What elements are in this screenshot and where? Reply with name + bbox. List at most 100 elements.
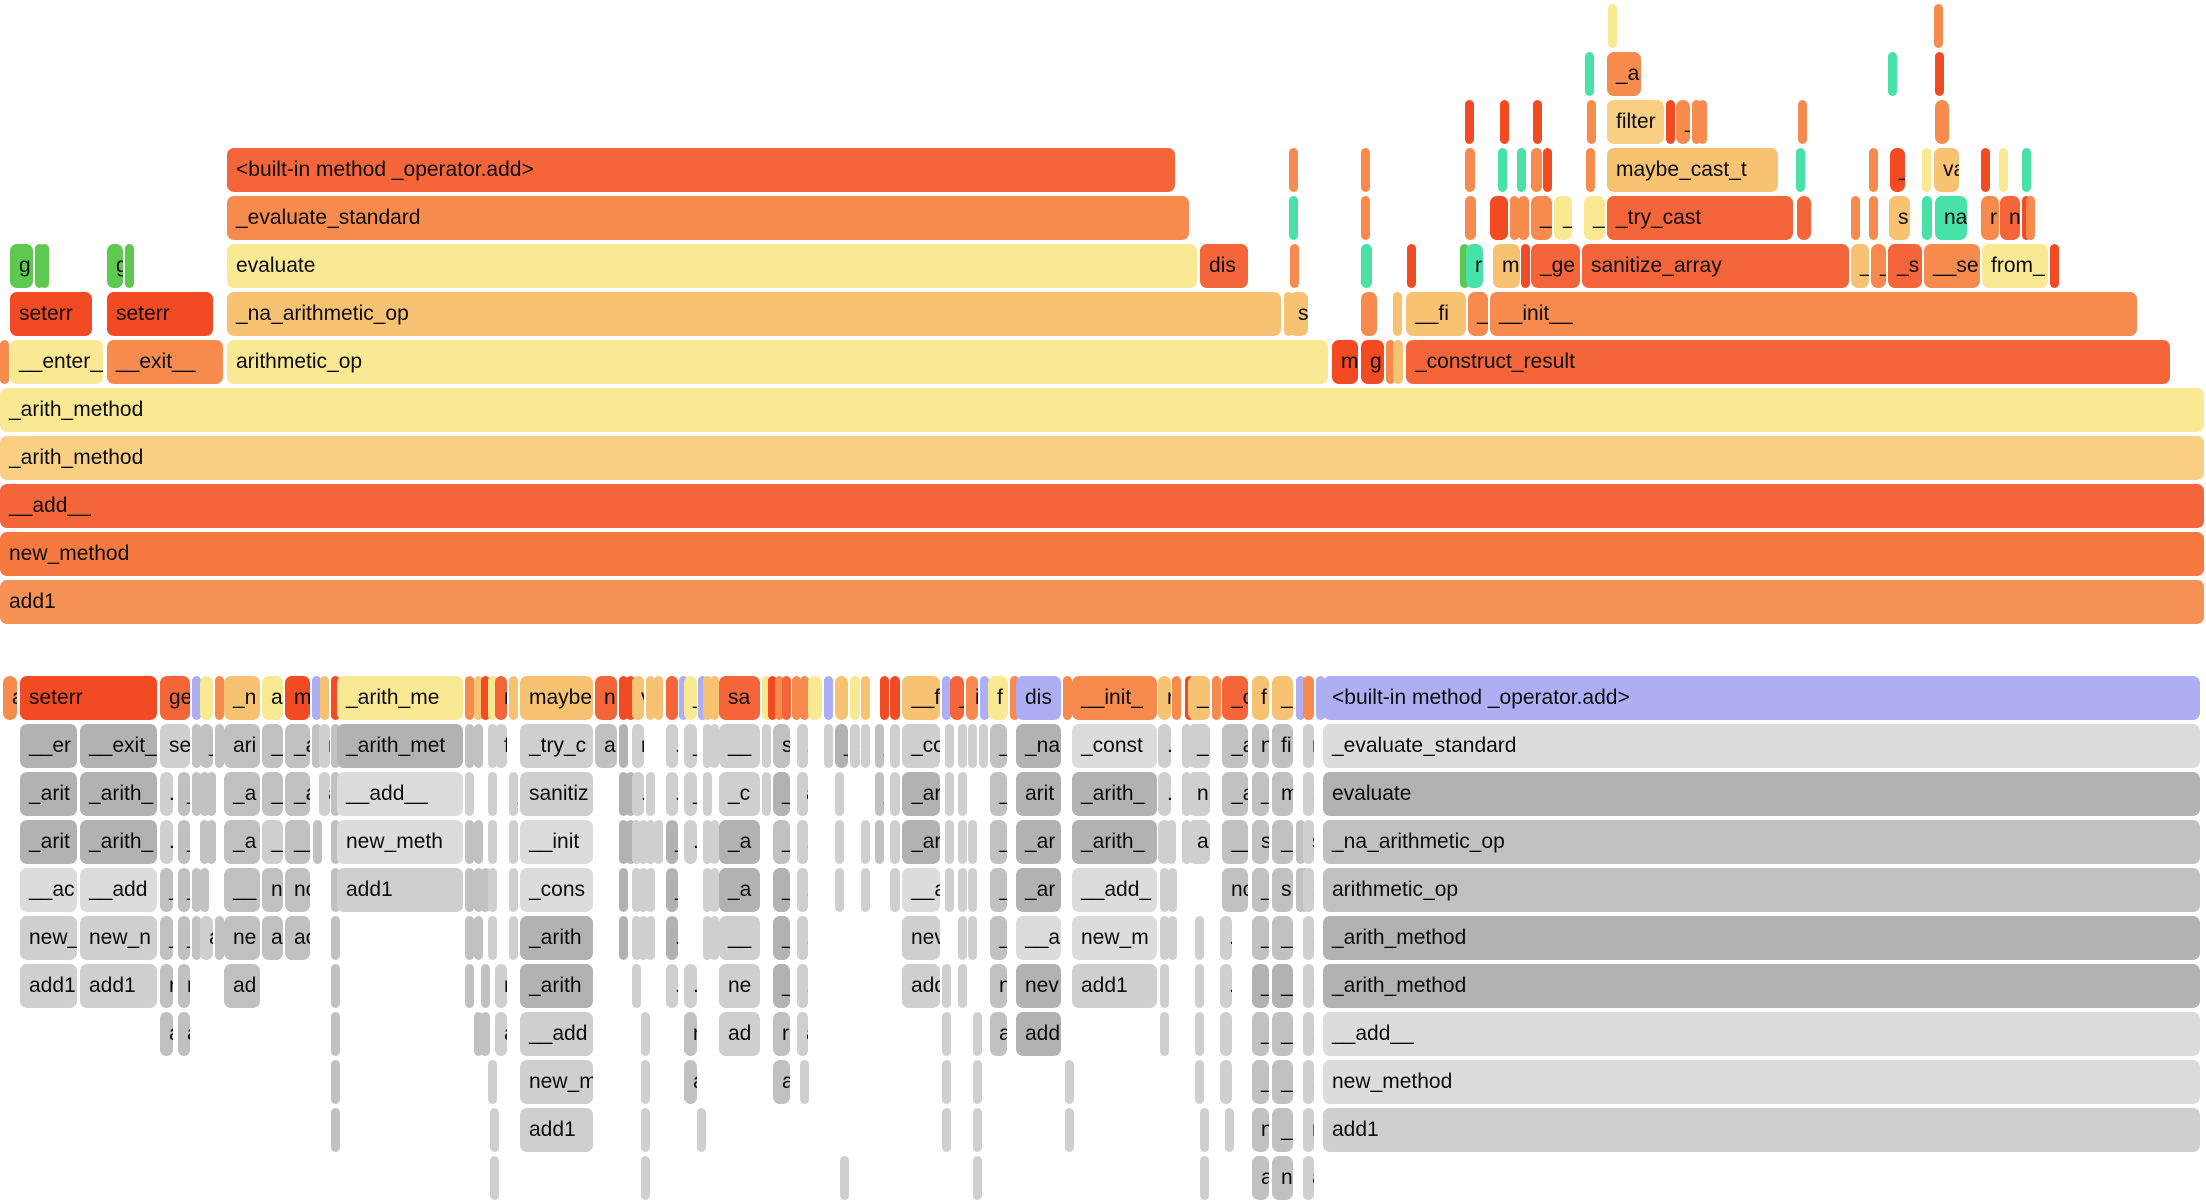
frame-bar[interactable] — [861, 724, 870, 768]
frame-bar[interactable] — [762, 772, 771, 816]
frame-bar-f[interactable]: f — [495, 724, 507, 768]
frame-bar-_[interactable]: _ — [1851, 244, 1869, 288]
frame-bar-_a[interactable]: _a — [1222, 724, 1248, 768]
frame-bar[interactable] — [1160, 916, 1169, 960]
frame-bar[interactable] — [646, 772, 655, 816]
frame-bar-n[interactable]: n — [1188, 772, 1210, 816]
frame-bar-new_n[interactable]: new_n — [80, 916, 157, 960]
frame-bar-s[interactable]: s — [1303, 820, 1314, 864]
frame-bar-__enter__[interactable]: __enter__ — [10, 340, 103, 384]
frame-bar-[interactable]: . — [797, 916, 808, 960]
frame-bar[interactable] — [1465, 100, 1474, 144]
frame-bar-__add_[interactable]: __add_ — [1072, 868, 1157, 912]
frame-bar-arithmetic_op[interactable]: arithmetic_op — [1323, 868, 2200, 912]
frame-bar-f[interactable]: f — [988, 676, 1008, 720]
frame-bar[interactable] — [703, 916, 712, 960]
frame-bar[interactable] — [509, 676, 518, 720]
frame-bar[interactable] — [1796, 148, 1805, 192]
frame-bar-[interactable]: . — [797, 820, 808, 864]
frame-bar[interactable] — [973, 1108, 982, 1152]
frame-bar-_a[interactable]: _a — [285, 724, 310, 768]
frame-bar-a[interactable]: a — [262, 676, 283, 720]
frame-bar[interactable] — [1935, 100, 1949, 144]
frame-bar-a[interactable]: a — [684, 1060, 697, 1104]
frame-bar[interactable] — [968, 868, 977, 912]
frame-bar-__[interactable]: __ — [285, 820, 310, 864]
frame-bar[interactable] — [331, 724, 340, 768]
frame-bar-nev[interactable]: nev — [902, 916, 940, 960]
frame-bar-_a[interactable]: _a — [1607, 52, 1641, 96]
frame-bar-dis[interactable]: dis — [1016, 676, 1061, 720]
frame-bar[interactable] — [465, 820, 474, 864]
frame-bar[interactable] — [1517, 148, 1526, 192]
frame-bar[interactable] — [481, 676, 490, 720]
frame-bar[interactable] — [2050, 244, 2059, 288]
frame-bar-n[interactable]: n — [1252, 724, 1269, 768]
frame-bar[interactable] — [1531, 148, 1542, 192]
frame-bar-_a[interactable]: _a — [719, 868, 760, 912]
frame-bar-[interactable]: . — [160, 772, 173, 816]
frame-bar[interactable] — [1220, 1012, 1232, 1056]
frame-bar-n[interactable]: n — [684, 1012, 697, 1056]
frame-bar-new_[interactable]: new_ — [20, 916, 77, 960]
frame-bar[interactable] — [1490, 196, 1508, 240]
frame-bar[interactable] — [973, 1156, 982, 1200]
frame-bar-_[interactable]: _ — [1188, 724, 1210, 768]
frame-bar[interactable] — [1200, 1108, 1209, 1152]
frame-bar-_arith_[interactable]: _arith_ — [80, 772, 157, 816]
frame-bar[interactable] — [958, 772, 967, 816]
frame-bar-new_method[interactable]: new_method — [1323, 1060, 2200, 1104]
frame-bar-arithmetic_op[interactable]: arithmetic_op — [227, 340, 1328, 384]
frame-bar-_s[interactable]: _s — [1888, 244, 1922, 288]
frame-bar[interactable] — [639, 868, 648, 912]
frame-bar[interactable] — [808, 676, 822, 720]
frame-bar-_arith_method[interactable]: _arith_method — [1323, 916, 2200, 960]
frame-bar[interactable] — [1195, 964, 1204, 1008]
frame-bar-n[interactable]: n — [2000, 196, 2020, 240]
frame-bar[interactable] — [192, 772, 201, 816]
frame-bar[interactable] — [1220, 1060, 1232, 1104]
frame-bar[interactable] — [1386, 340, 1395, 384]
frame-bar-[interactable]: . — [1220, 916, 1232, 960]
frame-bar[interactable] — [331, 772, 340, 816]
frame-bar[interactable] — [1195, 1012, 1204, 1056]
frame-bar-from_[interactable]: from_ — [1982, 244, 2048, 288]
frame-bar-filter[interactable]: filter — [1607, 100, 1664, 144]
frame-bar[interactable] — [1797, 196, 1811, 240]
frame-bar[interactable] — [641, 1012, 650, 1056]
frame-bar[interactable] — [762, 676, 771, 720]
frame-bar-_[interactable]: _ — [1272, 964, 1293, 1008]
frame-bar[interactable] — [710, 676, 719, 720]
frame-bar-add1[interactable]: add1 — [337, 868, 463, 912]
frame-bar[interactable] — [942, 676, 951, 720]
frame-bar[interactable] — [890, 676, 900, 720]
frame-bar[interactable] — [488, 868, 497, 912]
frame-bar[interactable] — [474, 724, 483, 768]
frame-bar[interactable] — [1521, 244, 1530, 288]
frame-bar-_ar[interactable]: _ar — [902, 820, 940, 864]
frame-bar-[interactable]: . — [1303, 772, 1314, 816]
frame-bar-add1[interactable]: add1 — [0, 580, 2204, 624]
frame-bar[interactable] — [465, 964, 474, 1008]
frame-bar-_[interactable]: _ — [1252, 1060, 1269, 1104]
frame-bar[interactable] — [312, 676, 321, 720]
frame-bar-arit[interactable]: arit — [1016, 772, 1061, 816]
frame-bar-new_m[interactable]: new_m — [1072, 916, 1157, 960]
frame-bar[interactable] — [958, 868, 967, 912]
frame-bar-_[interactable]: _ — [178, 868, 190, 912]
frame-bar[interactable] — [490, 1156, 499, 1200]
frame-bar-a[interactable]: a — [319, 772, 330, 816]
frame-bar-ad[interactable]: ad — [224, 964, 260, 1008]
frame-bar[interactable] — [861, 820, 870, 864]
frame-bar-sanitize_array[interactable]: sanitize_array — [1582, 244, 1849, 288]
frame-bar-dis[interactable]: dis — [1200, 244, 1248, 288]
frame-bar-nc[interactable]: nc — [1222, 868, 1248, 912]
frame-bar-fi[interactable]: fi — [1272, 724, 1293, 768]
frame-bar-g[interactable]: g — [10, 244, 33, 288]
frame-bar[interactable] — [958, 916, 967, 960]
frame-bar[interactable] — [710, 724, 719, 768]
frame-bar-_c[interactable]: _c — [1222, 676, 1248, 720]
frame-bar[interactable] — [481, 1012, 490, 1056]
frame-bar[interactable] — [488, 1060, 497, 1104]
frame-bar-r[interactable]: r — [200, 868, 209, 912]
